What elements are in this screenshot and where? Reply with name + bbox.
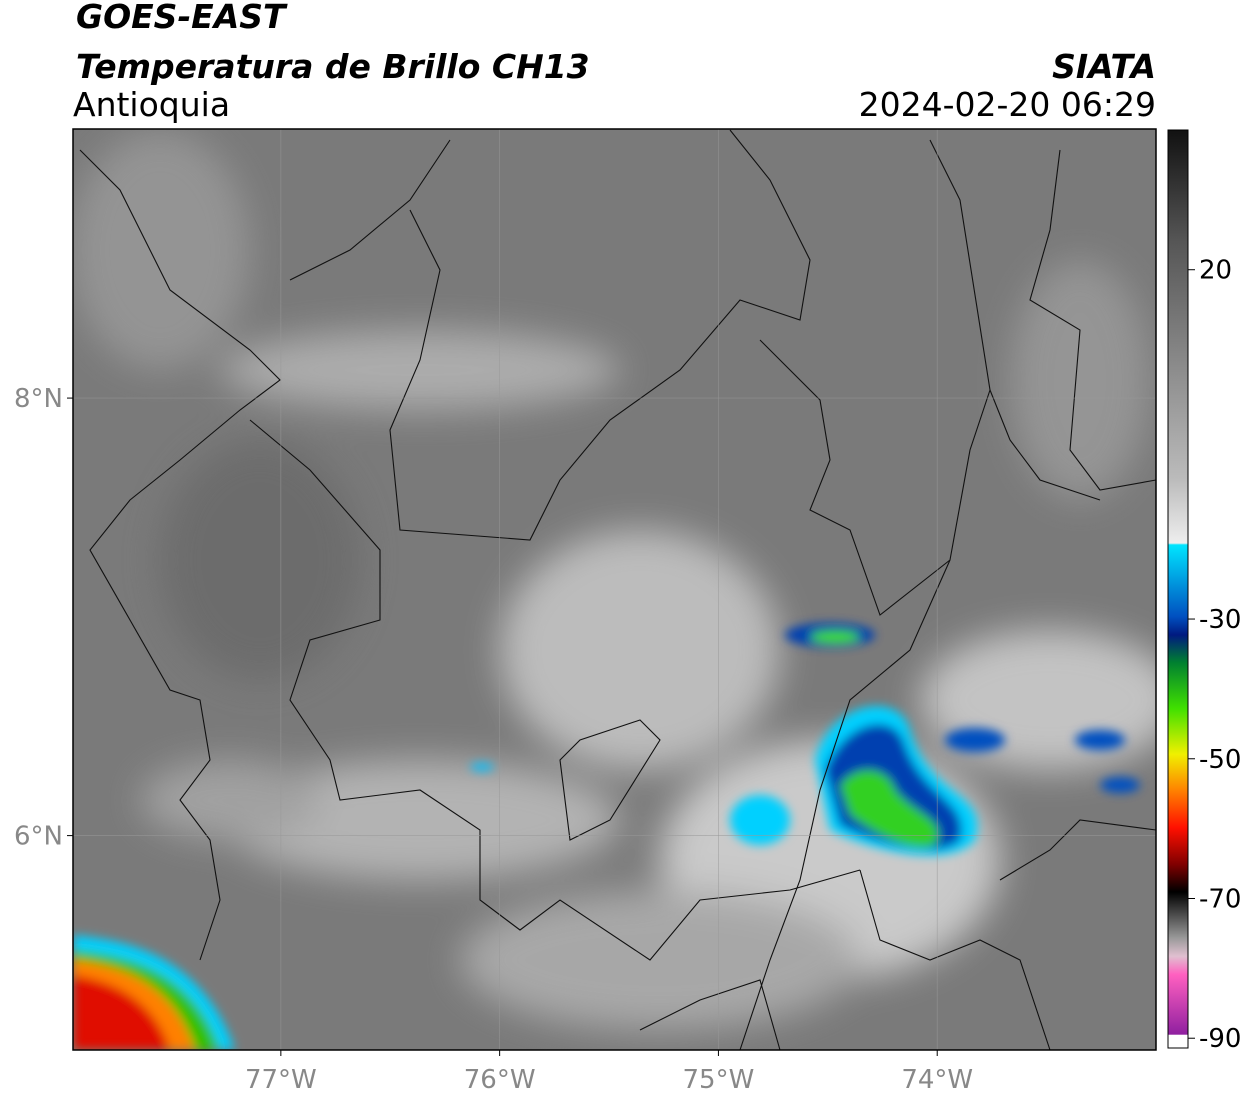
colorbar-tick-label: -90 — [1199, 1024, 1241, 1054]
datetime-label: 2024-02-20 06:29 — [859, 85, 1156, 124]
map-frame — [72, 128, 1157, 1051]
x-tick-label: 74°W — [901, 1065, 973, 1095]
x-tick-label: 76°W — [464, 1065, 536, 1095]
colorbar-tick-label: -70 — [1199, 884, 1241, 914]
y-tick-label: 6°N — [14, 822, 63, 852]
colorbar — [1167, 129, 1189, 1049]
title-line: GOES-EAST — [76, 0, 288, 36]
x-tick-label: 77°W — [245, 1065, 317, 1095]
colorbar-tick-label: 20 — [1199, 256, 1232, 286]
title-line: Temperatura de Brillo CH13 — [76, 47, 590, 86]
map-image — [73, 129, 1156, 1050]
x-tick-label: 75°W — [683, 1065, 755, 1095]
region-label: Antioquia — [73, 85, 230, 124]
y-tick-label: 8°N — [14, 384, 63, 414]
grid — [73, 129, 1156, 1050]
colorbar-tick-label: -30 — [1199, 605, 1241, 635]
colorbar-tick-label: -50 — [1199, 745, 1241, 775]
source-label: SIATA — [1052, 47, 1156, 86]
